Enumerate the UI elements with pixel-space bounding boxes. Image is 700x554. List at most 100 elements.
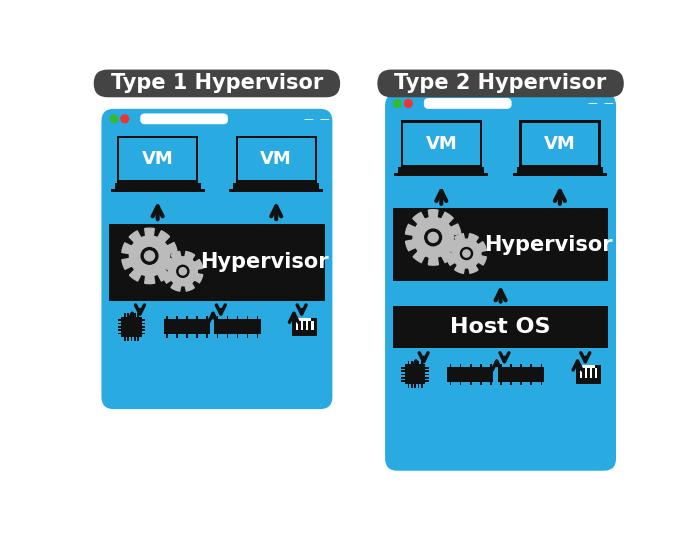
- Text: —  —: — —: [588, 99, 613, 109]
- Bar: [141, 326, 146, 327]
- Text: VM: VM: [142, 150, 174, 168]
- Bar: [312, 321, 314, 330]
- Bar: [460, 363, 461, 367]
- Bar: [520, 363, 522, 367]
- Bar: [393, 208, 608, 281]
- Bar: [520, 382, 522, 385]
- Bar: [401, 374, 405, 375]
- Bar: [227, 316, 228, 319]
- Text: VM: VM: [260, 150, 292, 168]
- Bar: [400, 120, 482, 167]
- Circle shape: [177, 265, 189, 278]
- Bar: [115, 183, 201, 188]
- Bar: [398, 167, 484, 173]
- Bar: [407, 384, 410, 388]
- Bar: [584, 368, 587, 378]
- Bar: [296, 321, 298, 330]
- Bar: [470, 363, 472, 367]
- Bar: [425, 374, 429, 375]
- Bar: [216, 316, 218, 319]
- Bar: [233, 183, 319, 188]
- FancyBboxPatch shape: [377, 70, 624, 98]
- Bar: [411, 361, 412, 365]
- Text: Type 1 Hypervisor: Type 1 Hypervisor: [111, 74, 323, 94]
- Bar: [209, 319, 214, 335]
- Bar: [137, 337, 139, 341]
- Bar: [134, 313, 136, 317]
- Bar: [425, 371, 429, 372]
- Bar: [235, 136, 317, 183]
- FancyBboxPatch shape: [102, 109, 332, 409]
- Bar: [403, 122, 480, 165]
- Bar: [401, 377, 405, 378]
- Bar: [425, 377, 429, 378]
- Bar: [176, 335, 178, 337]
- Bar: [118, 319, 121, 321]
- Bar: [401, 381, 405, 382]
- Bar: [425, 367, 429, 368]
- Circle shape: [461, 248, 473, 259]
- Circle shape: [144, 251, 155, 261]
- Bar: [393, 306, 608, 348]
- Circle shape: [463, 250, 470, 257]
- Bar: [421, 361, 423, 365]
- Bar: [450, 382, 452, 385]
- Bar: [425, 381, 429, 382]
- Bar: [247, 316, 248, 319]
- Bar: [121, 317, 141, 337]
- Bar: [447, 367, 545, 382]
- Bar: [576, 365, 601, 384]
- Bar: [421, 384, 423, 388]
- Circle shape: [179, 268, 186, 275]
- Bar: [589, 368, 592, 378]
- Bar: [411, 384, 412, 388]
- Bar: [580, 368, 582, 378]
- Bar: [206, 335, 208, 337]
- Text: Hypervisor: Hypervisor: [200, 252, 328, 272]
- Bar: [127, 337, 129, 341]
- Bar: [141, 322, 146, 324]
- Bar: [418, 384, 419, 388]
- Circle shape: [393, 100, 401, 107]
- Bar: [119, 138, 196, 180]
- Bar: [293, 317, 317, 336]
- Bar: [540, 363, 542, 367]
- Bar: [206, 316, 208, 319]
- Bar: [418, 361, 419, 365]
- Bar: [480, 382, 482, 385]
- Bar: [298, 317, 311, 321]
- Bar: [237, 335, 238, 337]
- Circle shape: [425, 229, 442, 246]
- FancyBboxPatch shape: [424, 98, 512, 109]
- Bar: [500, 363, 502, 367]
- Bar: [197, 316, 198, 319]
- Bar: [117, 136, 198, 183]
- Text: Hypervisor: Hypervisor: [484, 235, 612, 255]
- Bar: [595, 368, 597, 378]
- Bar: [164, 319, 261, 335]
- Bar: [405, 365, 425, 384]
- Bar: [257, 316, 258, 319]
- Text: Type 2 Hypervisor: Type 2 Hypervisor: [395, 74, 607, 94]
- Bar: [111, 188, 204, 192]
- Bar: [522, 122, 598, 165]
- Polygon shape: [447, 234, 486, 273]
- Bar: [131, 313, 132, 317]
- Circle shape: [121, 115, 129, 122]
- Bar: [230, 188, 323, 192]
- Bar: [517, 167, 603, 173]
- Bar: [407, 361, 410, 365]
- Bar: [401, 371, 405, 372]
- Bar: [141, 319, 146, 321]
- Bar: [414, 384, 416, 388]
- Bar: [394, 173, 488, 176]
- Polygon shape: [405, 210, 461, 265]
- Bar: [118, 322, 121, 324]
- Bar: [247, 335, 248, 337]
- Circle shape: [141, 248, 158, 264]
- Bar: [186, 316, 188, 319]
- Bar: [141, 332, 146, 334]
- Bar: [118, 326, 121, 327]
- Bar: [124, 313, 125, 317]
- Bar: [118, 332, 121, 334]
